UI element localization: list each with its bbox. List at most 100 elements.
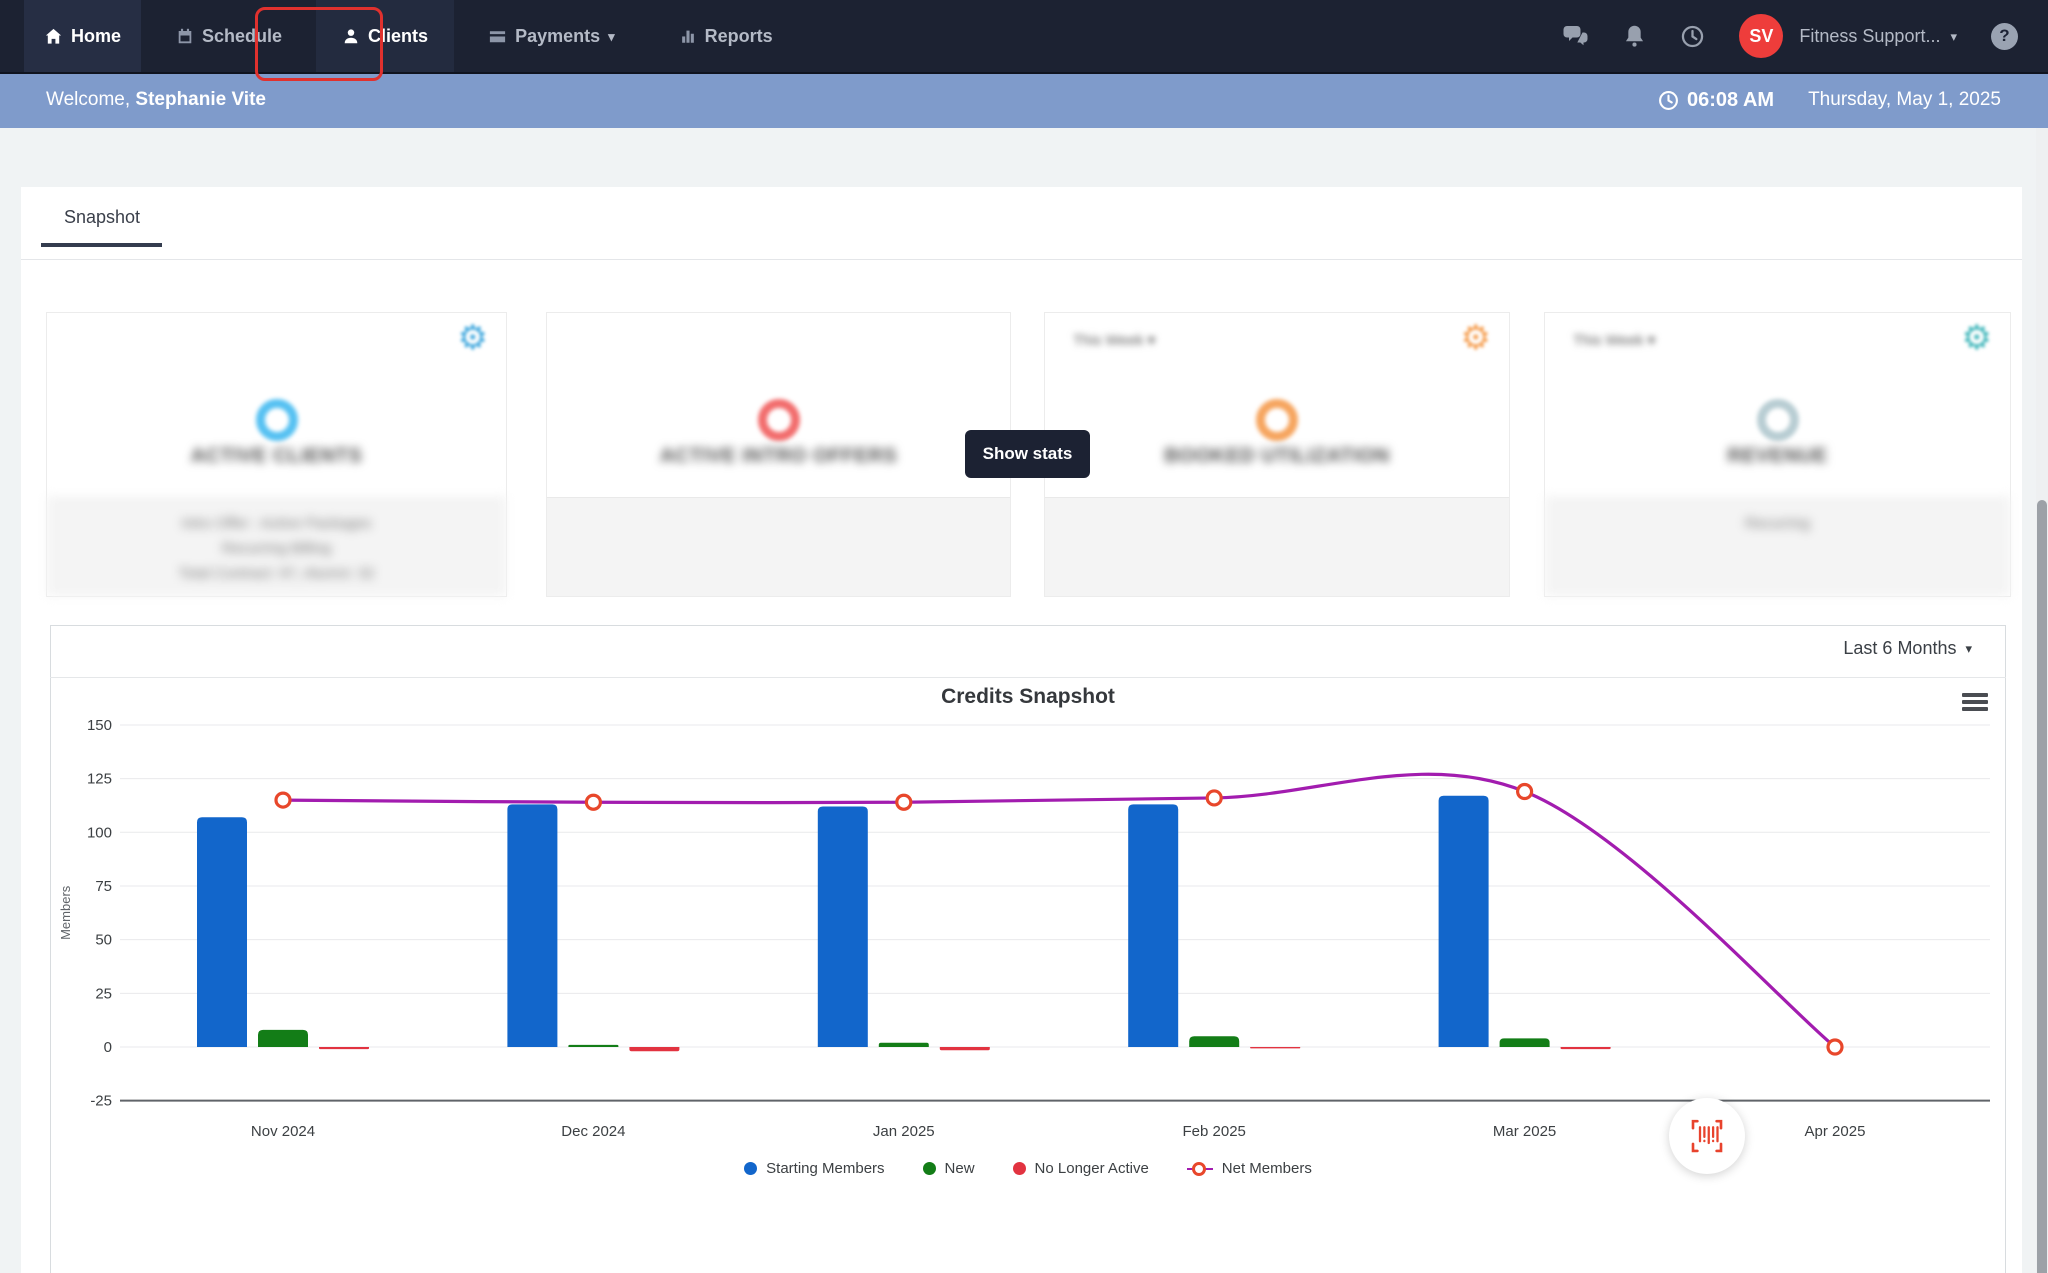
scrollbar-track (2036, 128, 2048, 1273)
chart-header-row (50, 625, 2006, 678)
svg-text:25: 25 (95, 985, 112, 1002)
stat-card-active-intro-offers[interactable]: ACTIVE INTRO OFFERS (546, 312, 1011, 597)
current-date: Thursday, May 1, 2025 (1808, 89, 2001, 110)
nav-right-cluster: SV Fitness Support... ▾ ? (1563, 0, 2018, 72)
avatar[interactable]: SV (1739, 14, 1784, 58)
credits-snapshot-panel (50, 625, 2006, 1273)
svg-text:Dec 2024: Dec 2024 (561, 1123, 625, 1140)
nav-item-reports[interactable]: Reports (659, 0, 793, 72)
legend-item[interactable]: No Longer Active (1012, 1160, 1149, 1177)
card-details: Recurring (1545, 497, 2010, 596)
legend-line-marker (1186, 1161, 1213, 1177)
tab-snapshot[interactable]: Snapshot (64, 207, 141, 227)
legend-item[interactable]: New (922, 1160, 975, 1177)
svg-text:150: 150 (87, 717, 112, 734)
chevron-down-icon: ▾ (1965, 641, 1972, 656)
svg-text:Credits Snapshot: Credits Snapshot (941, 685, 1115, 708)
barcode-scan-icon (1691, 1119, 1723, 1153)
card-details: Intro Offer : Active Packages Recurring … (47, 497, 506, 596)
stat-card-booked-utilization[interactable]: This Week ▾ ⚙ BOOKED UTILIZATION (1044, 312, 1510, 597)
nav-item-payments[interactable]: Payments ▾ (468, 0, 635, 72)
svg-text:Feb 2025: Feb 2025 (1183, 1123, 1246, 1140)
svg-text:50: 50 (95, 932, 112, 949)
legend-item[interactable]: Net Members (1186, 1160, 1312, 1177)
welcome-user-name: Stephanie Vite (135, 89, 266, 110)
nav-item-label: Reports (704, 25, 773, 46)
legend-dot (922, 1162, 936, 1175)
card-detail-line: Recurring (1744, 515, 1811, 532)
nav-item-clients[interactable]: Clients (316, 0, 455, 72)
legend-dot (744, 1162, 758, 1175)
bar-chart-icon (681, 30, 694, 43)
nav-item-schedule[interactable]: Schedule (156, 0, 302, 72)
loading-spinner (757, 399, 800, 441)
loading-indicator (1669, 1098, 1745, 1174)
svg-text:Jan 2025: Jan 2025 (873, 1123, 935, 1140)
gear-icon[interactable]: ⚙ (1961, 319, 1992, 357)
account-label: Fitness Support... (1799, 25, 1941, 46)
show-stats-button[interactable]: Show stats (965, 430, 1090, 478)
welcome-datetime: 06:08 AM Thursday, May 1, 2025 (1658, 89, 2001, 112)
card-title: ACTIVE CLIENTS (190, 445, 363, 467)
legend-item[interactable]: Starting Members (744, 1160, 885, 1177)
chart-legend: Starting Members New No Longer Active Net M… (50, 1160, 2006, 1177)
gear-icon[interactable]: ⚙ (457, 319, 488, 357)
card-details (547, 497, 1010, 596)
period-dropdown[interactable]: This Week ▾ (1073, 332, 1156, 349)
bell-icon[interactable] (1623, 24, 1646, 48)
chart-menu-icon[interactable] (1962, 693, 1988, 714)
welcome-bar: Welcome, Stephanie Vite 06:08 AM Thursda… (0, 72, 2048, 128)
nav-item-label: Payments (515, 25, 601, 46)
welcome-message: Welcome, Stephanie Vite (46, 89, 266, 111)
help-icon[interactable]: ? (1991, 22, 2018, 50)
gear-icon[interactable]: ⚙ (1460, 319, 1491, 357)
current-time: 06:08 AM (1687, 88, 1775, 111)
card-title: BOOKED UTILIZATION (1164, 445, 1390, 467)
nav-item-label: Clients (368, 25, 429, 46)
svg-text:100: 100 (87, 824, 112, 841)
home-icon (45, 28, 62, 44)
svg-text:75: 75 (95, 878, 112, 895)
top-nav: Home Schedule Clients Payments ▾ Reports (0, 0, 2048, 74)
avatar-initials: SV (1749, 25, 1774, 46)
stat-card-revenue[interactable]: This Week ▾ ⚙ REVENUE Recurring (1544, 312, 2011, 597)
legend-label: No Longer Active (1034, 1160, 1149, 1177)
calendar-icon (178, 28, 192, 44)
chat-icon[interactable] (1563, 24, 1589, 48)
scrollbar-thumb[interactable] (2037, 500, 2047, 1273)
card-title: REVENUE (1727, 445, 1828, 467)
nav-item-label: Schedule (202, 25, 283, 46)
svg-text:Members: Members (58, 885, 73, 940)
legend-dot (1012, 1162, 1026, 1175)
card-title: ACTIVE INTRO OFFERS (659, 445, 898, 467)
clock-history-icon[interactable] (1680, 24, 1705, 49)
loading-spinner (1256, 399, 1298, 441)
card-detail-line: Intro Offer : Active Packages (181, 515, 372, 532)
chevron-down-icon: ▾ (608, 28, 615, 44)
card-details (1045, 497, 1509, 596)
svg-text:Mar 2025: Mar 2025 (1493, 1123, 1556, 1140)
clock-icon (1659, 90, 1678, 110)
svg-text:Nov 2024: Nov 2024 (251, 1123, 315, 1140)
loading-spinner (255, 399, 298, 441)
card-detail-line: Total Contract: 97, Alumni: 32 (178, 565, 375, 582)
account-menu[interactable]: Fitness Support... ▾ (1799, 26, 1957, 47)
credits-snapshot-chart: 150 125 100 75 50 25 0 -25 Members Nov 2024 Dec 20… (58, 685, 1990, 1140)
period-dropdown[interactable]: This Week ▾ (1573, 332, 1656, 349)
date-range-dropdown[interactable]: Last 6 Months ▾ (1843, 638, 1972, 659)
legend-label: Starting Members (766, 1160, 885, 1177)
credit-card-icon (489, 30, 506, 42)
card-detail-line: Recurring Billing (221, 540, 332, 557)
nav-item-label: Home (71, 25, 122, 46)
legend-label: New (944, 1160, 975, 1177)
person-icon (344, 29, 358, 44)
stat-card-active-clients[interactable]: ⚙ ACTIVE CLIENTS Intro Offer : Active Pa… (46, 312, 507, 597)
nav-item-home[interactable]: Home (24, 0, 142, 72)
svg-text:Apr 2025: Apr 2025 (1805, 1123, 1866, 1140)
date-range-label: Last 6 Months (1843, 638, 1957, 658)
chevron-down-icon: ▾ (1950, 28, 1957, 44)
tab-row-divider (21, 259, 2022, 260)
tab-active-underline (41, 243, 162, 247)
legend-label: Net Members (1221, 1160, 1312, 1177)
